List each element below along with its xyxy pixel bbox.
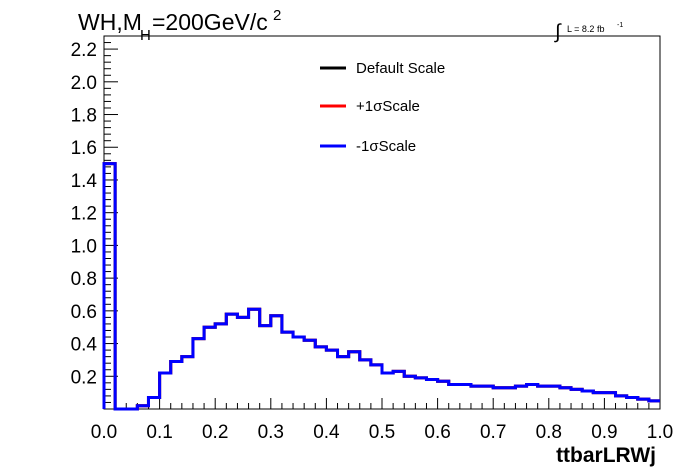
- y-tick-label: 1.4: [71, 171, 98, 192]
- series-line-3: [102, 162, 660, 411]
- x-tick-label: 0.3: [258, 422, 284, 443]
- x-tick-label: 0.0: [91, 422, 117, 443]
- x-tick-label: 0.6: [424, 422, 450, 443]
- x-tick-label: 0.1: [146, 422, 172, 443]
- chart-title: WH,M H =200GeV/c 2: [78, 7, 281, 44]
- y-tick-label: 1.0: [71, 236, 97, 257]
- legend-label-3: -1σScale: [356, 138, 416, 155]
- y-tick-label: 1.6: [71, 138, 97, 159]
- y-tick-label: 1.8: [71, 106, 97, 127]
- lumi-superscript: -1: [617, 22, 623, 29]
- legend-label-2: +1σScale: [356, 98, 420, 115]
- lumi-text: L = 8.2 fb: [567, 24, 604, 34]
- y-tick-label: 0.6: [71, 302, 97, 323]
- title-main: WH,M: [78, 9, 142, 35]
- title-rest: =200GeV/c: [152, 9, 268, 35]
- y-tick-label: 0.4: [71, 335, 98, 356]
- lumi-label: ∫ L = 8.2 fb -1: [554, 21, 623, 43]
- x-tick-label: 0.7: [480, 422, 506, 443]
- integral-icon: ∫: [554, 21, 562, 43]
- legend: Default Scale +1σScale -1σScale: [320, 60, 445, 155]
- x-axis-label: ttbarLRWj: [556, 444, 656, 467]
- y-tick-label: 1.2: [71, 204, 97, 225]
- series-layer: [102, 162, 660, 411]
- title-superscript: 2: [273, 7, 281, 24]
- x-tick-label: 0.5: [369, 422, 395, 443]
- y-tick-label: 2.2: [71, 40, 97, 61]
- x-tick-label: 0.8: [536, 422, 562, 443]
- y-tick-label: 2.0: [71, 73, 97, 94]
- y-tick-label: 0.8: [71, 269, 97, 290]
- x-tick-label: 0.9: [591, 422, 617, 443]
- plot-frame: [103, 35, 661, 410]
- x-tick-label: 0.2: [202, 422, 228, 443]
- y-axis: 0.2 0.4 0.6 0.8 1.0 1.2 1.4 1.6 1.8 2.0 2.2: [71, 36, 118, 409]
- x-tick-label: 1.0: [647, 422, 673, 443]
- legend-label-1: Default Scale: [356, 60, 445, 77]
- x-axis: 0.0 0.1 0.2 0.3 0.4 0.5 0.6 0.7 0.8 0.9 1.0: [91, 398, 673, 443]
- y-tick-label: 0.2: [71, 367, 97, 388]
- x-tick-label: 0.4: [313, 422, 340, 443]
